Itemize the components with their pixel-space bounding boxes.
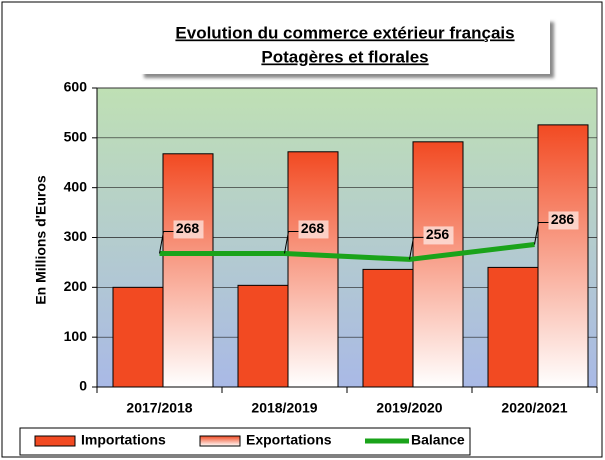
bar (537, 124, 589, 388)
x-tick-label: 2020/2021 (501, 400, 567, 416)
y-tick-label: 0 (79, 378, 87, 394)
bar (287, 151, 339, 388)
y-axis-label: En Millions d'Euros (33, 175, 49, 305)
x-tick-label: 2019/2020 (376, 400, 442, 416)
bar (412, 141, 464, 388)
leader-line (534, 221, 549, 245)
x-tick-label: 2017/2018 (126, 400, 192, 416)
data-label: 256 (426, 226, 450, 242)
data-label-bg (298, 220, 329, 239)
y-tick-label: 600 (64, 79, 88, 95)
data-label-bg (423, 226, 454, 245)
x-tick-label: 2018/2019 (251, 400, 317, 416)
bar (362, 268, 414, 388)
title-box (140, 18, 550, 74)
chart-title: Evolution du commerce extérieur français (175, 23, 514, 42)
legend-label: Importations (81, 432, 166, 448)
data-label: 268 (176, 220, 200, 236)
legend-label: Balance (411, 432, 465, 448)
leader-line (284, 230, 299, 254)
legend-swatch (199, 435, 241, 447)
bar (237, 284, 289, 388)
balance-line (159, 241, 535, 262)
data-label: 286 (551, 211, 575, 227)
bar (487, 266, 539, 388)
legend-swatch (34, 435, 76, 447)
y-tick-label: 100 (64, 328, 88, 344)
chart-subtitle: Potagères et florales (261, 47, 428, 66)
bar (112, 286, 164, 388)
y-tick-label: 400 (64, 178, 88, 194)
y-tick-label: 500 (64, 129, 88, 145)
data-label: 268 (301, 220, 325, 236)
bar (162, 153, 214, 388)
y-tick-label: 200 (64, 278, 88, 294)
leader-line (409, 236, 424, 260)
data-label-bg (548, 211, 579, 230)
data-label-bg (173, 220, 204, 239)
legend-label: Exportations (246, 432, 332, 448)
leader-line (159, 230, 174, 254)
y-tick-label: 300 (64, 228, 88, 244)
